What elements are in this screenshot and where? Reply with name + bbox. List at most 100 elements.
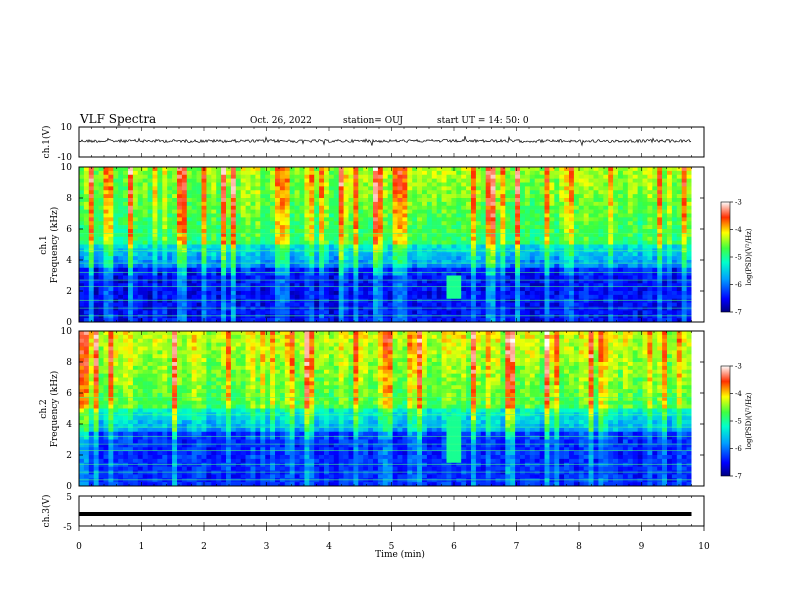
s1-cell [123,178,129,183]
s1-cell [471,298,477,303]
s1-cell [255,213,261,218]
s1-cell [128,213,134,218]
s1-cell [495,229,501,234]
s1-cell [500,260,506,265]
s1-cell [480,213,486,218]
s1-cell [79,271,85,276]
s1-cell [343,279,349,284]
s1-cell [613,318,619,323]
s1-cell [93,298,99,303]
s1-cell [348,314,354,319]
s1-cell [382,294,388,300]
s1-cell [333,271,339,276]
s1-cell [681,287,687,292]
s1-cell [348,252,354,257]
s1-cell [618,267,624,272]
s1-cell [289,302,295,307]
s1-cell [544,182,550,187]
s1-cell [118,174,124,179]
s1-cell [83,283,90,288]
s1-cell [387,263,393,269]
s1-cell [485,275,491,280]
s1-cell [637,167,643,172]
s1-cell [147,298,153,303]
s1-cell [338,167,344,172]
s1-cell [348,221,354,226]
s1-cell [88,240,94,245]
s1-cell [593,306,599,311]
s1-cell [578,310,584,315]
s1-cell [480,291,486,296]
s1-cell [667,283,673,288]
s1-cell [309,310,315,315]
s1-cell [569,201,575,207]
s1-cell [471,287,477,292]
s1-cell [622,209,629,214]
s1-cell [451,213,457,218]
s1-cell [348,318,354,323]
s1-cell [83,263,90,269]
s1-cell [196,318,202,323]
s1-cell [226,213,232,218]
s1-cell [211,236,217,241]
s1-cell [603,182,609,187]
s1-cell [642,174,648,179]
s1-cell [529,178,535,183]
s1-cell [348,267,354,272]
s1-cell [284,318,290,323]
s1-cell [201,170,207,176]
s1-cell [377,256,384,261]
s1-cell [456,229,462,234]
s1-cell [270,194,276,199]
s1-cell [627,201,633,207]
s1-cell [603,205,609,210]
s1-cell [583,240,589,245]
s1-cell [79,182,85,187]
s1-cell [88,205,94,210]
s1-cell [363,291,369,296]
s1-cell [279,298,286,303]
s1-cell [373,170,379,176]
s1-cell [83,194,90,199]
s1-cell [235,201,241,207]
s1-cell [368,263,374,269]
s1-cell [466,236,472,241]
s1-cell [123,260,129,265]
s1-cell [216,314,222,319]
s1-cell [177,201,183,207]
s1-cell [265,271,271,276]
s1-cell [147,217,153,222]
s1-cell [544,256,550,261]
s1-cell [554,256,560,261]
s1-cell [461,201,467,207]
s1-cell [118,287,124,292]
s1-cell [412,275,418,280]
s1-cell [128,209,134,214]
s1-cell [230,310,237,315]
s1-cell [583,201,589,207]
s1-cell [642,302,648,307]
s1-cell [368,236,374,241]
s1-cell [520,186,526,191]
s1-cell [387,291,393,296]
s1-cell [240,267,246,272]
s1-cell [573,291,580,296]
s1-cell [294,186,300,191]
s1-cell [167,174,173,179]
s1-cell [657,232,663,238]
s1-cell [466,182,472,187]
s1-cell [618,232,624,238]
s1-cell [343,310,349,315]
s1-cell [402,198,408,203]
s1-cell [402,271,408,276]
s1-cell [304,213,310,218]
s1-cell [539,314,545,319]
s1-cell [196,287,202,292]
s1-cell [686,302,692,307]
s1-cell [505,236,511,241]
s1-cell [299,306,305,311]
s1-cell [613,194,619,199]
s1-cell [221,306,227,311]
s1-cell [534,174,540,179]
s1-cell [593,209,599,214]
